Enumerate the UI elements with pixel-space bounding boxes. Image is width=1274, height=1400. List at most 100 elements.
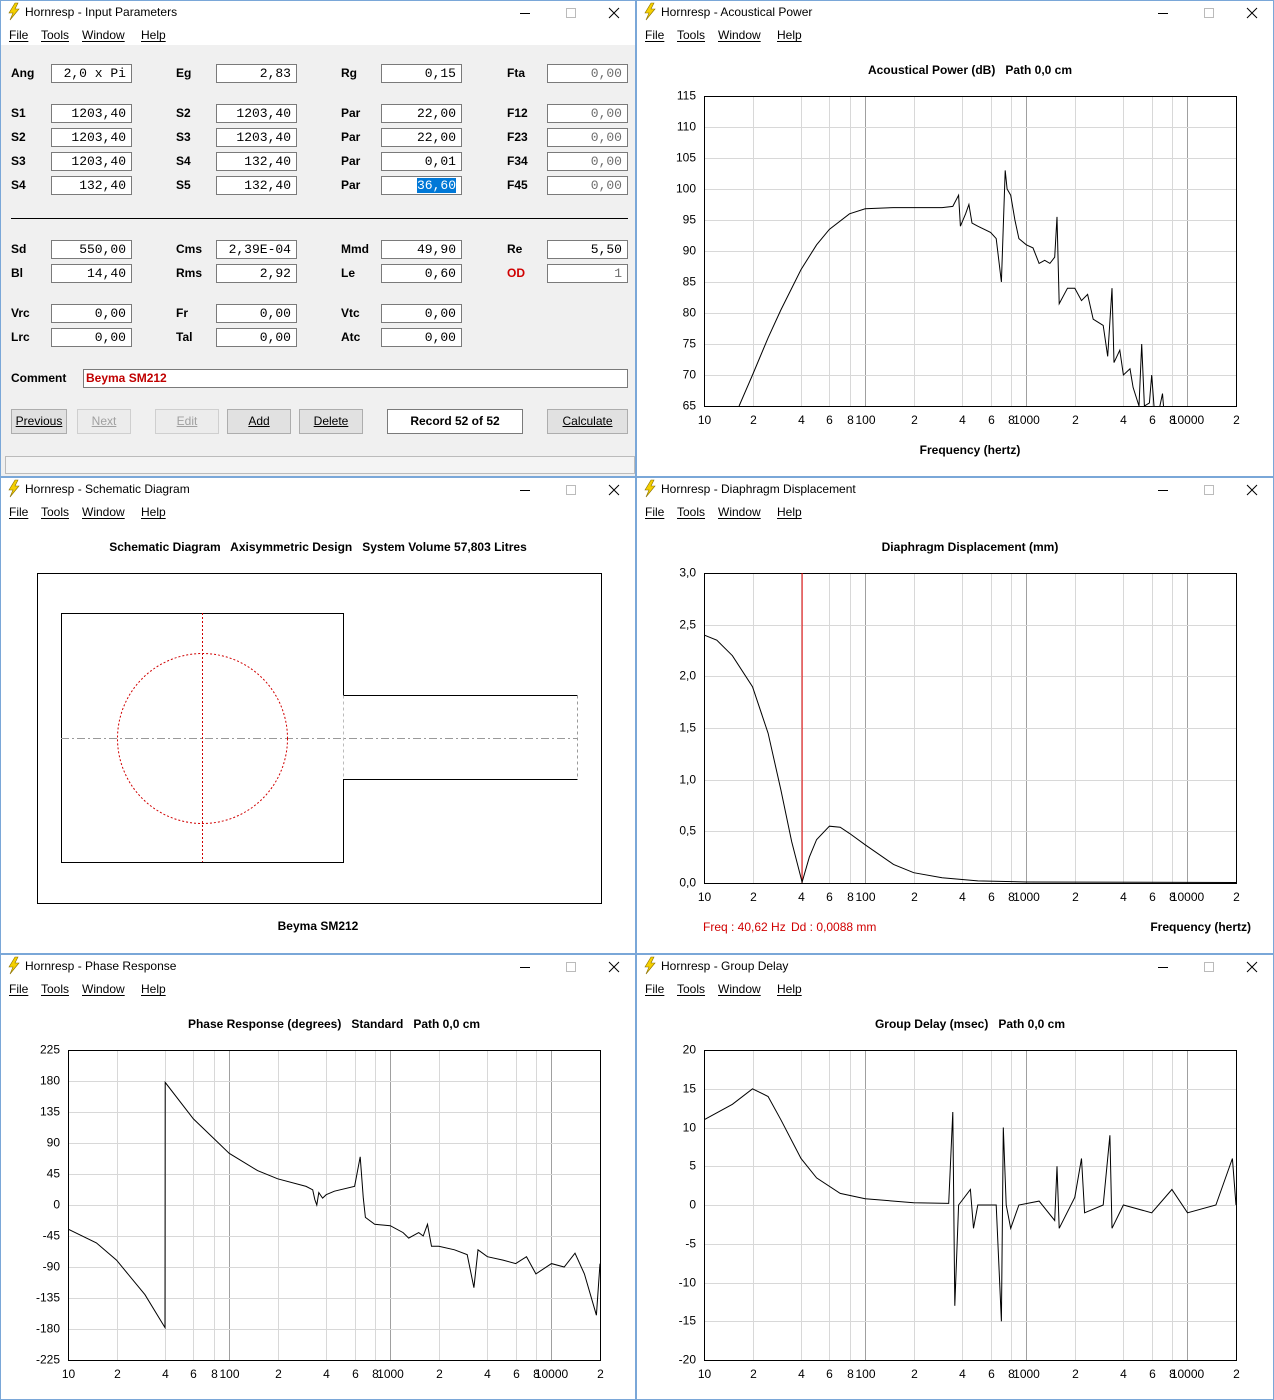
text-field[interactable]: 0,00 (51, 304, 132, 323)
x-tick-label: 2 (275, 1367, 282, 1381)
y-tick-label: 90 (47, 1136, 61, 1150)
x-tick-label: 8 (847, 890, 854, 904)
menu-item[interactable]: Tools (677, 28, 706, 42)
text-field[interactable]: 0,00 (547, 64, 628, 83)
text-field[interactable]: 1203,40 (216, 128, 297, 147)
text-field[interactable]: 0,60 (381, 264, 462, 283)
menu-item[interactable]: Tools (41, 505, 70, 519)
text-field[interactable]: 0,15 (381, 64, 462, 83)
field-label: Cms (176, 242, 203, 256)
close[interactable] (608, 7, 620, 19)
field-label: Par (341, 106, 361, 120)
text-field[interactable]: 0,01 (381, 152, 462, 171)
text-field[interactable]: 0,00 (381, 304, 462, 323)
button[interactable]: Previous (11, 409, 67, 434)
menu-item[interactable]: Window (718, 982, 761, 996)
x-tick-label: 4 (484, 1367, 491, 1381)
text-field[interactable]: 14,40 (51, 264, 132, 283)
menu-item[interactable]: File (645, 505, 665, 519)
text-field[interactable]: 36,60 (381, 176, 462, 195)
x-tick-label: 2 (114, 1367, 121, 1381)
maximize[interactable] (1204, 962, 1214, 972)
maximize[interactable] (1204, 485, 1214, 495)
menu-item[interactable]: File (645, 28, 665, 42)
text-field[interactable]: 1203,40 (51, 104, 132, 123)
button[interactable]: Add (227, 409, 291, 434)
text-field[interactable]: 1203,40 (216, 104, 297, 123)
y-tick-label: 0,5 (679, 824, 696, 838)
text-field[interactable]: 550,00 (51, 240, 132, 259)
menu-item[interactable]: Tools (41, 982, 70, 996)
menu-item[interactable]: Help (777, 28, 802, 42)
menu-item[interactable]: Window (82, 28, 125, 42)
close[interactable] (1246, 7, 1258, 19)
field-value: 0,01 (424, 154, 456, 169)
field-value: 0,00 (590, 154, 622, 169)
text-field[interactable]: 132,40 (216, 152, 297, 171)
text-field[interactable]: 0,00 (547, 104, 628, 123)
menu-item[interactable]: Tools (41, 28, 70, 42)
text-field[interactable]: 1 (547, 264, 628, 283)
y-tick-label: -135 (36, 1291, 60, 1305)
menu-item[interactable]: Window (82, 982, 125, 996)
text-field[interactable]: 49,90 (381, 240, 462, 259)
field-value: 2,83 (259, 66, 291, 81)
text-field[interactable]: 0,00 (547, 152, 628, 171)
menu-item[interactable]: File (645, 982, 665, 996)
menu-item[interactable]: Window (718, 28, 761, 42)
field-label: Ang (11, 66, 35, 80)
button[interactable]: Calculate (547, 409, 628, 434)
comment-field[interactable]: Beyma SM212 (83, 369, 628, 388)
menu-item[interactable]: Help (141, 505, 166, 519)
menu-item[interactable]: Tools (677, 982, 706, 996)
x-tick-label: 4 (162, 1367, 169, 1381)
text-field[interactable]: 0,00 (547, 176, 628, 195)
schematic-title: Schematic Diagram Axisymmetric Design Sy… (109, 540, 527, 554)
y-tick-label: 95 (683, 213, 697, 227)
text-field[interactable]: 0,00 (216, 328, 297, 347)
menu-item[interactable]: File (9, 28, 29, 42)
text-field[interactable]: 0,00 (381, 328, 462, 347)
text-field[interactable]: 2,39E-04 (216, 240, 297, 259)
menu-item[interactable]: Help (141, 982, 166, 996)
x-tick-label: 6 (190, 1367, 197, 1381)
maximize[interactable] (566, 8, 576, 18)
menu-item[interactable]: Tools (677, 505, 706, 519)
field-value: 1 (614, 266, 622, 281)
text-field[interactable]: 2,0 x Pi (51, 64, 132, 83)
text-field[interactable]: 1203,40 (51, 128, 132, 147)
text-field[interactable]: 1203,40 (51, 152, 132, 171)
x-tick-label: 2 (1072, 1367, 1079, 1381)
x-tick-label: 8 (372, 1367, 379, 1381)
text-field[interactable]: 2,83 (216, 64, 297, 83)
field-label: Lrc (11, 330, 30, 344)
text-field[interactable]: 132,40 (216, 176, 297, 195)
x-tick-label: 8 (1008, 890, 1015, 904)
menu-item[interactable]: Window (718, 505, 761, 519)
text-field[interactable]: 132,40 (51, 176, 132, 195)
menu-item[interactable]: File (9, 505, 29, 519)
text-field[interactable]: 5,50 (547, 240, 628, 259)
maximize[interactable] (566, 962, 576, 972)
text-field[interactable]: 0,00 (51, 328, 132, 347)
menu-item[interactable]: Help (141, 28, 166, 42)
menu-item[interactable]: File (9, 982, 29, 996)
close[interactable] (608, 484, 620, 496)
menu-item[interactable]: Help (777, 505, 802, 519)
text-field[interactable]: 22,00 (381, 128, 462, 147)
menu-item[interactable]: Help (777, 982, 802, 996)
text-field[interactable]: 0,00 (547, 128, 628, 147)
close[interactable] (1246, 484, 1258, 496)
close[interactable] (608, 961, 620, 973)
field-label: Tal (176, 330, 193, 344)
maximize[interactable] (1204, 8, 1214, 18)
maximize[interactable] (566, 485, 576, 495)
text-field[interactable]: 0,00 (216, 304, 297, 323)
y-tick-label: 75 (683, 337, 697, 351)
menu-item[interactable]: Window (82, 505, 125, 519)
text-field[interactable]: 22,00 (381, 104, 462, 123)
field-value: 0,00 (94, 330, 126, 345)
text-field[interactable]: 2,92 (216, 264, 297, 283)
close[interactable] (1246, 961, 1258, 973)
button[interactable]: Delete (299, 409, 363, 434)
